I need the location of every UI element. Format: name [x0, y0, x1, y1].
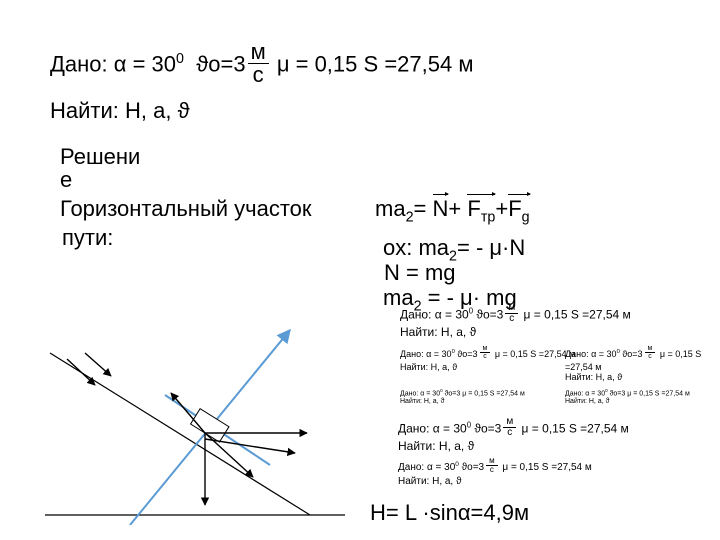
- t2b1: Дано: α = 30: [565, 349, 617, 359]
- t3a4: μ = 0,15 S =27,54 м: [460, 390, 525, 397]
- sol-a: Решени: [60, 144, 140, 169]
- t3b-l2: Найти: H, a, ϑ: [565, 398, 690, 406]
- t1-frac: мс: [505, 303, 518, 324]
- t2b-frac: мс: [645, 345, 656, 360]
- thumb-5-l2: Найти: H, a, ϑ: [398, 476, 592, 488]
- t5a: Дано: α = 30: [398, 462, 455, 473]
- t2a1: Дано: α = 30: [400, 349, 452, 359]
- t2a-frac: мс: [480, 345, 491, 360]
- thumb-1-l1: Дано: α = 300 ϑo=3мс μ = 0,15 S =27,54 м: [400, 305, 631, 326]
- t2a-l1: Дано: α = 300 ϑo=3мс μ = 0,15 S =27,54 м: [400, 347, 575, 362]
- horiz-a: Горизонтальный участок: [60, 196, 312, 222]
- thumb-2a: Дано: α = 300 ϑo=3мс μ = 0,15 S =27,54 м…: [400, 347, 575, 372]
- eq-ox-a: ox: ma: [383, 235, 449, 260]
- thumb-1-l2: Найти: H, a, ϑ: [400, 326, 631, 340]
- sol-b: е: [60, 167, 72, 192]
- t2a-l2: Найти: H, a, ϑ: [400, 362, 575, 372]
- t1a: Дано: α = 30: [400, 308, 469, 322]
- t2b3: ϑo=3: [620, 349, 643, 359]
- find-vars: H, a, ϑ: [125, 98, 190, 123]
- find-line: Найти: H, a, ϑ: [50, 98, 190, 124]
- t4den: с: [503, 428, 516, 438]
- thumb-1: Дано: α = 300 ϑo=3мс μ = 0,15 S =27,54 м…: [400, 305, 631, 340]
- frac: мс: [248, 41, 269, 86]
- t4-frac: мс: [503, 417, 516, 438]
- t1b: ϑo=3: [473, 308, 503, 322]
- thumb-3a: Дано: α = 300 ϑo=3 μ = 0,15 S =27,54 м Н…: [400, 388, 525, 406]
- t2bden: с: [645, 353, 656, 360]
- t3b4: μ = 0,15 S =27,54 м: [625, 390, 690, 397]
- plus1: +: [448, 196, 461, 221]
- fg-sub: g: [522, 209, 530, 225]
- ftr-f: F: [467, 196, 480, 221]
- t4b: ϑo=3: [471, 422, 501, 436]
- t3a-l1: Дано: α = 300 ϑo=3 μ = 0,15 S =27,54 м: [400, 388, 525, 398]
- vector-equation: ma2= N+ Fтр+Fg: [375, 196, 530, 225]
- t3b1: Дано: α = 30: [565, 390, 605, 397]
- s: S =27,54 м: [364, 51, 474, 76]
- t2a3: ϑo=3: [455, 349, 478, 359]
- n-vec: N: [433, 196, 449, 222]
- top-small2: [85, 353, 111, 376]
- find-label: Найти:: [50, 98, 119, 123]
- t2a4: μ = 0,15 S =27,54 м: [492, 349, 575, 359]
- t4a: Дано: α = 30: [398, 422, 467, 436]
- solution-word: Решени е: [60, 145, 150, 191]
- t2anum: м: [480, 345, 491, 353]
- t5b: ϑo=3: [459, 462, 484, 473]
- incline-diagram: [45, 325, 345, 525]
- ma-sub: 2: [406, 209, 414, 225]
- thumb-5-l1: Дано: α = 300 ϑo=3мс μ = 0,15 S =27,54 м: [398, 459, 592, 476]
- fg-vec: Fg: [508, 196, 529, 225]
- ftr-vec: Fтр: [467, 196, 495, 225]
- t3a1: Дано: α = 30: [400, 390, 440, 397]
- t1c: μ = 0,15 S =27,54 м: [520, 308, 631, 322]
- thumb-5: Дано: α = 300 ϑo=3мс μ = 0,15 S =27,54 м…: [398, 459, 592, 488]
- thumb-4-l2: Найти: H, a, ϑ: [398, 440, 629, 454]
- plus2: +: [495, 196, 508, 221]
- t3b3: ϑo=3: [608, 390, 626, 397]
- t2b-l1: Дано: α = 300 ϑo=3мс μ = 0,15 S =27,54 м: [565, 347, 720, 372]
- t2bnum: м: [645, 345, 656, 353]
- thumb-3b: Дано: α = 300 ϑo=3 μ = 0,15 S =27,54 м Н…: [565, 388, 690, 406]
- alpha: α = 30: [114, 51, 176, 76]
- t5den: с: [486, 466, 498, 474]
- t3a3: ϑo=3: [443, 390, 461, 397]
- v0: ϑo=3: [196, 51, 245, 76]
- given-line: Дано: α = 300 ϑo=3мс μ = 0,15 S =27,54 м: [50, 43, 473, 88]
- given-label: Дано:: [50, 51, 108, 76]
- thumb-2b: Дано: α = 300 ϑo=3мс μ = 0,15 S =27,54 м…: [565, 347, 720, 383]
- eq-ox-rest: = - μ·N: [457, 235, 525, 260]
- down-right-arrow: [205, 433, 253, 477]
- eq-h: H= L ·sinα=4,9м: [370, 500, 529, 526]
- t2b-l2: Найти: H, a, ϑ: [565, 372, 720, 382]
- horiz-b: пути:: [62, 225, 113, 251]
- t3b-l1: Дано: α = 300 ϑo=3 μ = 0,15 S =27,54 м: [565, 388, 690, 398]
- t3a-l2: Найти: H, a, ϑ: [400, 398, 525, 406]
- fg-f: F: [508, 196, 521, 221]
- mu: μ = 0,15: [277, 51, 358, 76]
- t2aden: с: [480, 353, 491, 360]
- t1den: с: [505, 314, 518, 324]
- t4c: μ = 0,15 S =27,54 м: [518, 422, 629, 436]
- ftr-sub: тр: [481, 209, 496, 225]
- frac-num: м: [248, 41, 269, 64]
- thumb-4-l1: Дано: α = 300 ϑo=3мс μ = 0,15 S =27,54 м: [398, 419, 629, 440]
- t5c: μ = 0,15 S =27,54 м: [500, 462, 592, 473]
- slope-line: [50, 353, 310, 515]
- frac-den: с: [248, 64, 269, 86]
- top-small1: [67, 359, 95, 385]
- ma: ma: [375, 196, 406, 221]
- alpha-sup: 0: [176, 51, 184, 67]
- eq-n: N = mg: [384, 260, 456, 286]
- thumb-4: Дано: α = 300 ϑo=3мс μ = 0,15 S =27,54 м…: [398, 419, 629, 454]
- t5-frac: мс: [486, 457, 498, 474]
- eq: =: [414, 196, 427, 221]
